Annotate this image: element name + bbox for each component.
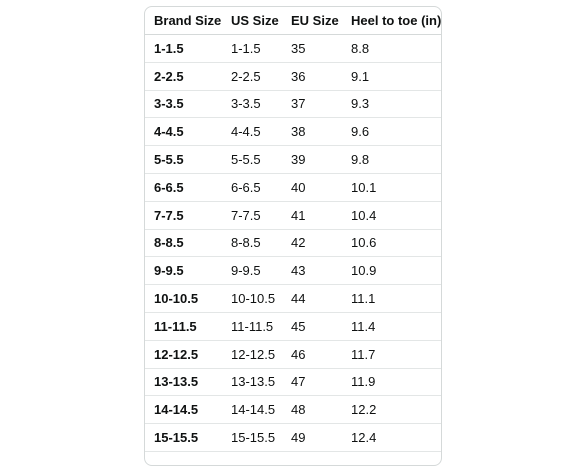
heel-to-toe-cell: 11.9 <box>342 368 441 397</box>
brand-size-cell: 12-12.5 <box>145 340 222 369</box>
us-size-cell: 9-9.5 <box>222 256 282 286</box>
table-row: 12-12.5 12-12.5 46 11.7 <box>145 340 441 369</box>
us-size-cell: 2-2.5 <box>222 62 282 91</box>
brand-size-cell: 8-8.5 <box>145 229 222 258</box>
eu-size-cell: 48 <box>282 395 342 425</box>
header-us-size: US Size <box>222 7 282 35</box>
brand-size-cell: 4-4.5 <box>145 117 222 147</box>
eu-size-cell: 39 <box>282 145 342 174</box>
us-size-cell: 10-10.5 <box>222 284 282 313</box>
table-row: 1-1.5 1-1.5 35 8.8 <box>145 34 441 63</box>
heel-to-toe-cell: 11.1 <box>342 284 441 313</box>
table-row: 8-8.5 8-8.5 42 10.6 <box>145 229 441 258</box>
us-size-cell: 7-7.5 <box>222 201 282 230</box>
table-row: 7-7.5 7-7.5 41 10.4 <box>145 201 441 230</box>
us-size-cell: 6-6.5 <box>222 173 282 202</box>
heel-to-toe-cell: 9.3 <box>342 90 441 119</box>
heel-to-toe-cell: 11.7 <box>342 340 441 369</box>
table-row: 14-14.5 14-14.5 48 12.2 <box>145 395 441 425</box>
heel-to-toe-cell: 10.4 <box>342 201 441 230</box>
us-size-cell: 14-14.5 <box>222 395 282 425</box>
brand-size-cell: 3-3.5 <box>145 90 222 119</box>
header-eu-size: EU Size <box>282 7 342 35</box>
table-row: 2-2.5 2-2.5 36 9.1 <box>145 62 441 91</box>
us-size-cell: 11-11.5 <box>222 312 282 341</box>
brand-size-cell: 6-6.5 <box>145 173 222 202</box>
eu-size-cell: 36 <box>282 62 342 91</box>
header-brand-size: Brand Size <box>145 7 222 35</box>
heel-to-toe-cell: 12.2 <box>342 395 441 425</box>
eu-size-cell: 41 <box>282 201 342 230</box>
brand-size-cell: 9-9.5 <box>145 256 222 286</box>
heel-to-toe-cell: 9.6 <box>342 117 441 147</box>
brand-size-cell: 5-5.5 <box>145 145 222 174</box>
table-row: 10-10.5 10-10.5 44 11.1 <box>145 284 441 313</box>
brand-size-cell: 2-2.5 <box>145 62 222 91</box>
eu-size-cell: 49 <box>282 423 342 452</box>
eu-size-cell: 38 <box>282 117 342 147</box>
heel-to-toe-cell: 10.1 <box>342 173 441 202</box>
table-row: 3-3.5 3-3.5 37 9.3 <box>145 90 441 119</box>
us-size-cell: 4-4.5 <box>222 117 282 147</box>
table-row: 9-9.5 9-9.5 43 10.9 <box>145 256 441 286</box>
heel-to-toe-cell: 9.1 <box>342 62 441 91</box>
eu-size-cell: 42 <box>282 229 342 258</box>
table-row: 15-15.5 15-15.5 49 12.4 <box>145 423 441 452</box>
size-chart-table: Brand Size US Size EU Size Heel to toe (… <box>145 7 441 452</box>
brand-size-cell: 7-7.5 <box>145 201 222 230</box>
heel-to-toe-cell: 10.6 <box>342 229 441 258</box>
us-size-cell: 12-12.5 <box>222 340 282 369</box>
us-size-cell: 15-15.5 <box>222 423 282 452</box>
eu-size-cell: 46 <box>282 340 342 369</box>
eu-size-cell: 37 <box>282 90 342 119</box>
brand-size-cell: 14-14.5 <box>145 395 222 425</box>
brand-size-cell: 10-10.5 <box>145 284 222 313</box>
table-row: 11-11.5 11-11.5 45 11.4 <box>145 312 441 341</box>
header-heel-to-toe: Heel to toe (in) <box>342 7 441 35</box>
table-row: 13-13.5 13-13.5 47 11.9 <box>145 368 441 397</box>
heel-to-toe-cell: 10.9 <box>342 256 441 286</box>
brand-size-cell: 11-11.5 <box>145 312 222 341</box>
heel-to-toe-cell: 12.4 <box>342 423 441 452</box>
eu-size-cell: 45 <box>282 312 342 341</box>
brand-size-cell: 13-13.5 <box>145 368 222 397</box>
eu-size-cell: 47 <box>282 368 342 397</box>
us-size-cell: 8-8.5 <box>222 229 282 258</box>
heel-to-toe-cell: 11.4 <box>342 312 441 341</box>
table-header-row: Brand Size US Size EU Size Heel to toe (… <box>145 7 441 35</box>
table-row: 5-5.5 5-5.5 39 9.8 <box>145 145 441 174</box>
us-size-cell: 13-13.5 <box>222 368 282 397</box>
heel-to-toe-cell: 8.8 <box>342 34 441 63</box>
eu-size-cell: 44 <box>282 284 342 313</box>
us-size-cell: 5-5.5 <box>222 145 282 174</box>
brand-size-cell: 1-1.5 <box>145 34 222 63</box>
eu-size-cell: 35 <box>282 34 342 63</box>
us-size-cell: 3-3.5 <box>222 90 282 119</box>
eu-size-cell: 43 <box>282 256 342 286</box>
table-row: 4-4.5 4-4.5 38 9.6 <box>145 117 441 147</box>
eu-size-cell: 40 <box>282 173 342 202</box>
table-row: 6-6.5 6-6.5 40 10.1 <box>145 173 441 202</box>
size-chart-container: Brand Size US Size EU Size Heel to toe (… <box>144 6 442 466</box>
us-size-cell: 1-1.5 <box>222 34 282 63</box>
brand-size-cell: 15-15.5 <box>145 423 222 452</box>
heel-to-toe-cell: 9.8 <box>342 145 441 174</box>
